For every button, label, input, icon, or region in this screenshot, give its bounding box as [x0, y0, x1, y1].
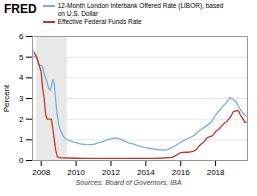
svg-text:3: 3: [19, 94, 24, 103]
svg-text:0: 0: [19, 156, 24, 165]
svg-text:2008: 2008: [32, 168, 50, 177]
svg-text:Percent: Percent: [2, 84, 11, 112]
html-text:Effective Federal Funds Rate: Effective Federal Funds Rate: [57, 18, 142, 25]
html-text:Sources: Board of Governors, I: Sources: Board of Governors, IBA: [75, 179, 182, 186]
html-text:FRED: FRED: [4, 2, 37, 16]
svg-text:2016: 2016: [172, 168, 190, 177]
svg-text:2: 2: [19, 115, 24, 124]
svg-text:2018: 2018: [207, 168, 225, 177]
svg-text:6: 6: [19, 32, 24, 41]
svg-text:2010: 2010: [67, 168, 85, 177]
svg-text:1: 1: [19, 135, 24, 144]
html-text:12-Month London Interbank Offe: 12-Month London Interbank Offered Rate (…: [57, 2, 224, 17]
svg-text:2012: 2012: [102, 168, 120, 177]
svg-text:5: 5: [19, 53, 24, 62]
svg-text:4: 4: [19, 73, 24, 82]
svg-text:2014: 2014: [137, 168, 155, 177]
